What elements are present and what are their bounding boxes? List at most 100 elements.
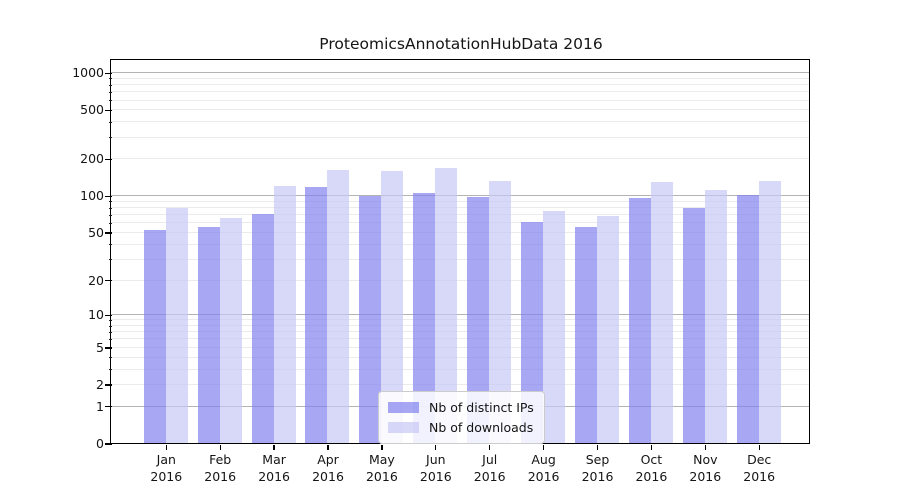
legend-label-distinct-ips: Nb of distinct IPs (429, 399, 534, 415)
bar-distinct-ips (574, 227, 597, 444)
bar-distinct-ips (521, 221, 543, 444)
bar-distinct-ips (359, 195, 382, 444)
y-minor-tick-mark (108, 100, 112, 102)
minor-gridline (111, 279, 810, 281)
minor-gridline (111, 121, 810, 123)
bar-downloads (219, 217, 242, 444)
bar-downloads (273, 186, 296, 444)
x-tick-mark (327, 444, 329, 450)
y-tick-mark (105, 279, 112, 282)
y-tick-label: 200 (80, 151, 104, 167)
chart-title: ProteomicsAnnotationHubData 2016 (319, 35, 603, 53)
bar-downloads (327, 170, 350, 444)
x-tick-label: Oct 2016 (635, 452, 668, 484)
x-tick-mark (758, 444, 760, 450)
y-minor-tick-mark (108, 331, 112, 333)
x-tick-mark (165, 444, 167, 450)
y-tick-label: 2 (96, 377, 104, 393)
major-gridline (111, 72, 810, 74)
x-tick-label: Sep 2016 (581, 452, 614, 484)
legend-item-downloads: Nb of downloads (388, 417, 534, 437)
minor-gridline (111, 338, 810, 340)
y-tick-mark (105, 314, 112, 317)
y-tick-label: 100 (80, 188, 104, 204)
minor-gridline (111, 258, 810, 260)
y-tick-mark (105, 406, 112, 408)
y-tick-mark (105, 384, 112, 386)
bars-layer (111, 60, 809, 444)
major-gridline (111, 314, 810, 316)
bar-distinct-ips (197, 227, 220, 444)
y-minor-tick-mark (108, 84, 112, 86)
x-tick-label: May 2016 (365, 452, 398, 484)
minor-gridline (111, 214, 810, 216)
minor-gridline (111, 200, 810, 202)
bar-downloads (650, 182, 673, 444)
bar-distinct-ips (413, 192, 436, 444)
bar-downloads (758, 181, 781, 444)
y-minor-tick-mark (108, 137, 112, 139)
legend-item-distinct-ips: Nb of distinct IPs (388, 397, 534, 417)
bar-downloads (704, 189, 727, 444)
x-tick-label: Aug 2016 (527, 452, 560, 484)
y-minor-tick-mark (108, 339, 112, 341)
minor-gridline (111, 383, 810, 385)
minor-gridline (111, 331, 810, 333)
x-tick-mark (650, 444, 653, 450)
bar-distinct-ips (682, 208, 705, 444)
x-tick-mark (596, 444, 599, 450)
y-tick-label: 20 (88, 272, 104, 288)
y-tick-mark (105, 195, 112, 198)
x-tick-label: Jul 2016 (473, 452, 506, 484)
plot-area (110, 59, 811, 445)
minor-gridline (111, 91, 810, 93)
minor-gridline (111, 99, 810, 101)
legend: Nb of distinct IPs Nb of downloads (378, 391, 545, 444)
y-tick-mark (105, 347, 112, 349)
minor-gridline (111, 207, 810, 209)
y-minor-tick-mark (108, 259, 112, 261)
x-tick-label: Jan 2016 (150, 452, 183, 484)
y-minor-tick-mark (108, 214, 112, 216)
minor-gridline (111, 84, 810, 86)
bar-downloads (543, 211, 565, 444)
legend-swatch-downloads (388, 421, 419, 433)
y-tick-label: 50 (88, 225, 104, 241)
legend-label-downloads: Nb of downloads (429, 419, 534, 435)
minor-gridline (111, 356, 810, 358)
y-tick-mark (105, 443, 112, 445)
x-tick-mark (219, 444, 221, 450)
x-tick-mark (704, 444, 706, 450)
x-tick-label: Nov 2016 (689, 452, 722, 484)
y-minor-tick-mark (108, 222, 112, 224)
y-tick-mark (105, 158, 112, 161)
bar-downloads (596, 216, 619, 444)
y-minor-tick-mark (108, 207, 112, 209)
minor-gridline (111, 243, 810, 245)
minor-gridline (111, 222, 810, 224)
minor-gridline (111, 368, 810, 370)
bar-distinct-ips (736, 195, 759, 444)
y-tick-mark (105, 109, 112, 112)
x-tick-mark (435, 444, 437, 450)
y-minor-tick-mark (108, 78, 112, 80)
y-minor-tick-mark (108, 369, 112, 371)
x-tick-mark (489, 444, 491, 450)
y-tick-label: 5 (96, 339, 104, 355)
x-tick-label: Dec 2016 (743, 452, 776, 484)
y-minor-tick-mark (108, 357, 112, 359)
bar-distinct-ips (251, 213, 274, 444)
y-tick-label: 500 (80, 102, 104, 118)
bar-downloads (489, 181, 512, 444)
x-tick-mark (273, 444, 275, 450)
minor-gridline (111, 325, 810, 326)
minor-gridline (111, 319, 810, 321)
x-tick-label: Apr 2016 (312, 452, 344, 484)
bar-downloads (435, 167, 458, 444)
bar-downloads (165, 207, 188, 444)
y-tick-label: 1000 (72, 65, 104, 81)
bar-downloads (381, 171, 404, 444)
bar-distinct-ips (628, 197, 651, 444)
minor-gridline (111, 158, 810, 160)
y-tick-mark (105, 232, 112, 234)
